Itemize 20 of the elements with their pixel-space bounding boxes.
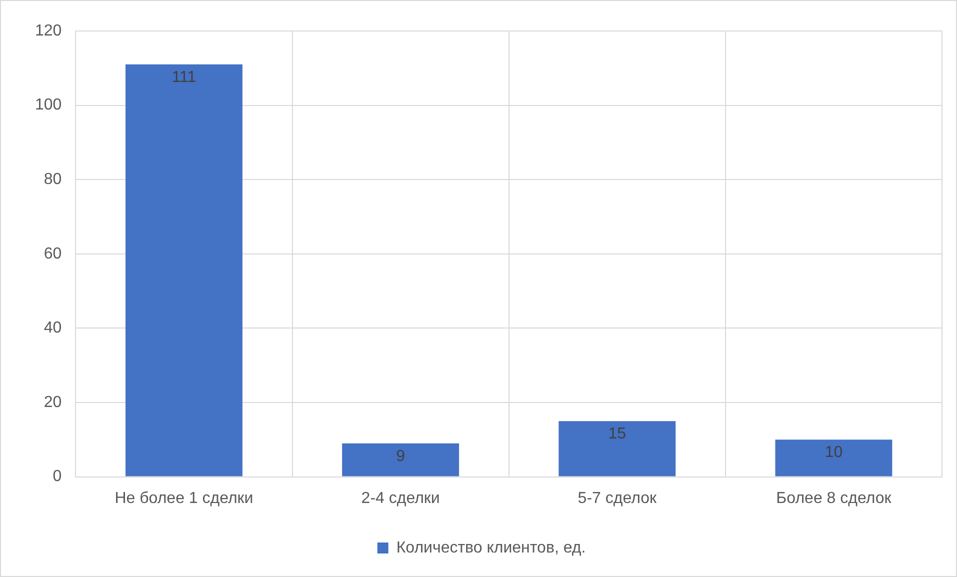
bar (775, 440, 892, 476)
data-label: 10 (824, 444, 843, 462)
bar (558, 421, 676, 476)
y-tick-label: 80 (44, 171, 62, 188)
data-label: 111 (172, 68, 196, 86)
x-tick-label: Не более 1 сделки (114, 490, 254, 507)
y-tick-label: 100 (34, 96, 62, 114)
bar (342, 443, 460, 476)
y-tick-label: 40 (44, 320, 62, 337)
bar (126, 64, 242, 476)
y-tick-label: 60 (44, 245, 62, 262)
y-tick-label: 120 (34, 22, 62, 40)
x-tick-label: 5-7 сделок (578, 490, 658, 507)
y-tick-label: 20 (44, 394, 62, 411)
data-label: 15 (608, 425, 626, 442)
x-tick-label: Более 8 сделок (776, 490, 892, 507)
legend-label: Количество клиентов, ед. (396, 539, 586, 556)
y-tick-label: 0 (52, 468, 62, 486)
data-label: 9 (396, 448, 406, 465)
x-tick-label: 2-4 сделки (361, 490, 440, 507)
